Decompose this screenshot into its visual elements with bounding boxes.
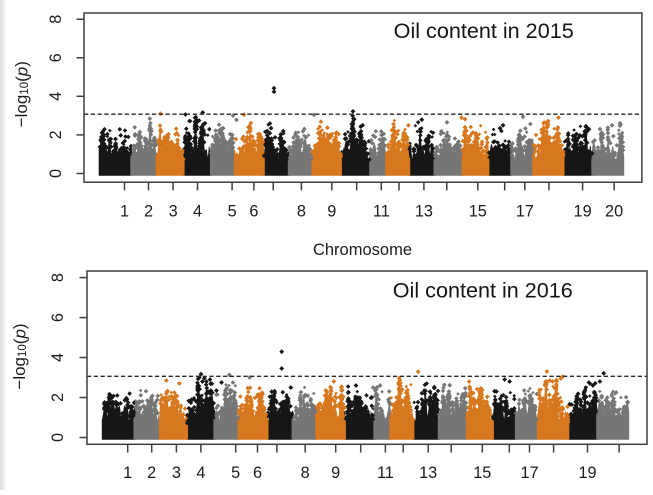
svg-text:4: 4 — [49, 353, 67, 362]
svg-text:0: 0 — [47, 169, 65, 178]
svg-text:6: 6 — [49, 313, 67, 322]
svg-text:6: 6 — [249, 202, 258, 220]
svg-text:−log10(p): −log10(p) — [10, 323, 29, 389]
svg-text:Oil content in 2015: Oil content in 2015 — [394, 18, 574, 43]
svg-text:1: 1 — [123, 464, 132, 482]
svg-text:17: 17 — [516, 202, 534, 220]
svg-text:8: 8 — [49, 273, 67, 282]
svg-text:9: 9 — [327, 202, 336, 220]
svg-text:2: 2 — [47, 130, 65, 139]
svg-text:8: 8 — [297, 202, 306, 220]
svg-text:5: 5 — [231, 464, 240, 482]
svg-text:−log10(p): −log10(p) — [12, 61, 31, 127]
svg-text:2: 2 — [144, 202, 153, 220]
svg-text:2: 2 — [147, 464, 156, 482]
svg-text:17: 17 — [520, 464, 538, 482]
svg-text:6: 6 — [253, 464, 262, 482]
svg-text:2: 2 — [49, 393, 67, 402]
svg-text:15: 15 — [469, 202, 487, 220]
svg-text:Chromosome: Chromosome — [313, 241, 412, 259]
svg-text:Oil content in 2016: Oil content in 2016 — [393, 277, 573, 302]
svg-text:20: 20 — [605, 202, 623, 220]
svg-text:1: 1 — [120, 202, 129, 220]
svg-text:8: 8 — [47, 15, 65, 24]
svg-text:19: 19 — [578, 464, 596, 482]
svg-text:8: 8 — [301, 464, 310, 482]
svg-text:13: 13 — [419, 464, 437, 482]
svg-text:3: 3 — [169, 202, 178, 220]
svg-text:4: 4 — [196, 464, 205, 482]
svg-text:15: 15 — [473, 464, 491, 482]
svg-text:19: 19 — [574, 202, 592, 220]
svg-text:13: 13 — [415, 202, 433, 220]
svg-text:9: 9 — [331, 464, 340, 482]
svg-text:4: 4 — [193, 202, 202, 220]
svg-text:11: 11 — [373, 202, 390, 220]
svg-text:0: 0 — [49, 433, 67, 442]
svg-text:11: 11 — [377, 464, 394, 482]
svg-text:3: 3 — [172, 464, 181, 482]
svg-text:6: 6 — [47, 53, 65, 62]
svg-text:4: 4 — [47, 92, 65, 101]
svg-text:5: 5 — [228, 202, 237, 220]
